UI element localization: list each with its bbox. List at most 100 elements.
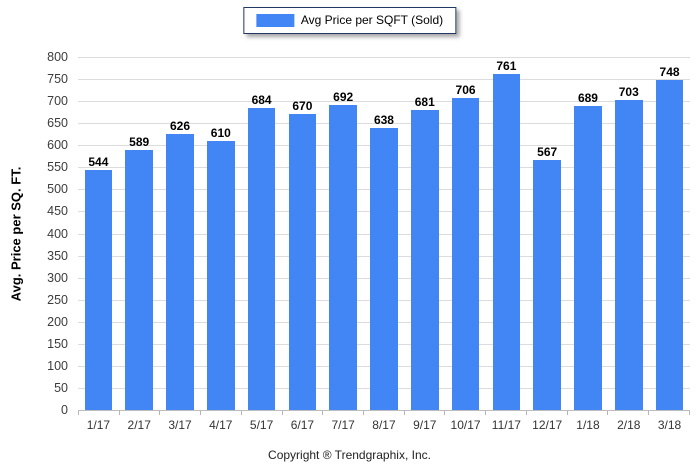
x-axis-tick: [566, 411, 568, 415]
x-axis-tick: [118, 411, 120, 415]
bar: [370, 128, 398, 410]
x-tick-label: 6/17: [290, 418, 315, 432]
y-tick-label: 450: [47, 204, 68, 219]
x-tick-label: 11/17: [491, 418, 521, 432]
bar: [451, 98, 480, 410]
x-axis-tick-labels: 1/17 2/17 3/17 4/17 5/17 6/17 7/17 8/17 9/17 10/1…: [78, 418, 690, 432]
x-axis-tick: [485, 411, 487, 415]
bar-value-label: 670: [292, 99, 313, 114]
x-axis-tick: [78, 411, 79, 415]
x-axis-tick: [688, 411, 690, 415]
x-tick-label: 4/17: [209, 418, 233, 432]
legend-label: Avg Price per SQFT (Sold): [300, 13, 444, 27]
bar-group: 692: [323, 57, 364, 410]
y-tick-label: 650: [47, 115, 68, 130]
bar-value-label: 638: [373, 113, 394, 128]
gridline: [78, 123, 690, 125]
bar: [492, 74, 521, 410]
y-tick-label: 50: [54, 380, 68, 395]
bar-group: 684: [241, 57, 282, 410]
bar-group: 638: [364, 57, 405, 410]
x-axis-tick: [444, 411, 446, 415]
y-tick-label: 250: [47, 292, 68, 307]
bar: [533, 159, 562, 410]
bar-group: 681: [404, 57, 445, 410]
x-axis-tick: [648, 411, 650, 415]
bar-group: 610: [200, 57, 241, 410]
bar-value-label: 610: [210, 125, 231, 140]
y-tick-label: 300: [47, 270, 68, 285]
bar: [410, 109, 439, 410]
x-axis-ticks: [78, 411, 690, 415]
bar-group: 689: [568, 57, 609, 410]
bar: [655, 79, 684, 410]
y-tick-label: 550: [47, 160, 68, 175]
x-axis-tick: [322, 411, 324, 415]
x-tick-label: 10/17: [450, 418, 481, 432]
bar-group: 761: [486, 57, 527, 410]
x-tick-label: 3/17: [168, 418, 192, 432]
bar-value-label: 761: [496, 59, 517, 74]
bar-group: 670: [282, 57, 323, 410]
bar-group: 703: [608, 57, 649, 410]
copyright-text: Copyright ® Trendgraphix, Inc.: [268, 448, 431, 462]
x-axis-tick: [403, 411, 405, 415]
bar: [125, 150, 154, 410]
x-tick-label: 12/17: [532, 418, 563, 432]
y-tick-label: 150: [47, 336, 68, 351]
x-axis-tick: [159, 411, 161, 415]
bar-group: 706: [445, 57, 486, 410]
bar-value-label: 626: [169, 118, 190, 133]
bar-group: 544: [78, 57, 119, 410]
gridline: [78, 79, 690, 81]
legend-swatch: [255, 14, 294, 27]
bar: [574, 105, 602, 410]
bar-value-label: 544: [88, 154, 109, 169]
x-axis-tick: [240, 411, 242, 415]
x-tick-label: 1/18: [576, 418, 600, 432]
x-tick-label: 1/17: [86, 418, 111, 432]
bar-value-label: 567: [537, 144, 558, 159]
x-axis-tick: [525, 411, 527, 415]
bar-value-label: 681: [414, 94, 435, 109]
legend: Avg Price per SQFT (Sold): [242, 7, 457, 34]
bar: [288, 114, 317, 410]
y-tick-label: 0: [61, 402, 68, 417]
y-tick-label: 750: [47, 71, 68, 86]
bar: [247, 108, 276, 410]
bar: [166, 133, 194, 410]
x-tick-label: 2/17: [127, 418, 151, 432]
bar-value-label: 692: [333, 89, 354, 104]
bar: [206, 140, 235, 410]
x-tick-label: 3/18: [657, 418, 682, 432]
bar-value-label: 748: [659, 64, 680, 79]
bar-value-label: 706: [455, 83, 476, 98]
bar-group: 626: [160, 57, 201, 410]
bar-value-label: 703: [618, 84, 639, 99]
bars-layer: 544 589 626 610 684 670 692 638 681 706 761 567 689 7…: [78, 57, 690, 410]
bar: [84, 169, 113, 410]
y-tick-label: 700: [47, 93, 68, 108]
y-tick-label: 100: [47, 358, 68, 373]
bar-value-label: 689: [577, 90, 598, 105]
x-tick-label: 7/17: [331, 418, 355, 432]
y-tick-label: 800: [47, 49, 68, 64]
x-tick-label: 2/18: [617, 418, 641, 432]
bar-value-label: 684: [251, 93, 272, 108]
y-axis-tick-labels: 0 50 100 150 200 250 300 350 400 450 500 550 600 650 7…: [0, 51, 68, 416]
gridline: [78, 57, 690, 58]
x-tick-label: 8/17: [372, 418, 396, 432]
bar-group: 748: [649, 57, 690, 410]
bar-group: 567: [527, 57, 568, 410]
x-axis-tick: [200, 411, 202, 415]
plot-area: 544 589 626 610 684 670 692 638 681 706 761 567 689 7…: [78, 57, 690, 411]
y-tick-label: 600: [47, 138, 68, 152]
y-tick-label: 350: [47, 248, 68, 263]
x-axis-tick: [363, 411, 365, 415]
gridline: [78, 101, 690, 103]
bar: [614, 99, 643, 410]
y-tick-label: 400: [47, 226, 68, 241]
bar: [329, 104, 358, 410]
y-tick-label: 200: [47, 314, 68, 329]
